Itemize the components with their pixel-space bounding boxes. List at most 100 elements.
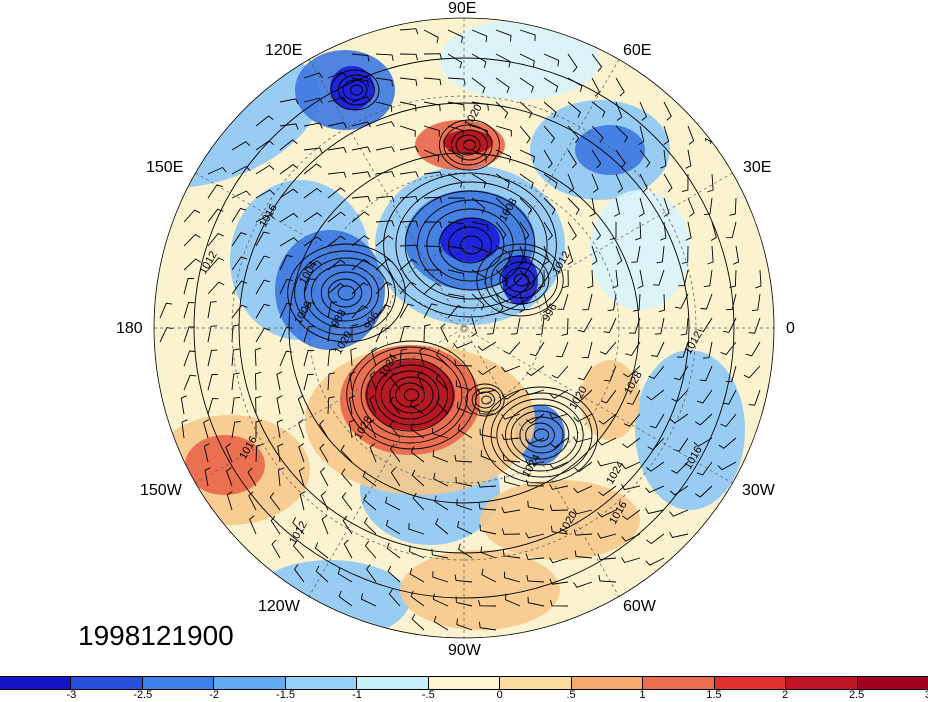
wind-barb xyxy=(159,326,173,343)
isobar xyxy=(519,416,564,454)
wind-barb xyxy=(681,173,689,193)
wind-barb xyxy=(255,213,275,223)
wind-barb xyxy=(399,28,419,35)
wind-barb xyxy=(207,208,224,223)
isobar xyxy=(513,273,530,287)
wind-barb xyxy=(481,568,497,583)
wind-barb xyxy=(385,496,401,511)
wind-barb xyxy=(495,269,509,287)
wind-barb xyxy=(720,341,737,356)
wind-barb xyxy=(699,365,713,382)
colorbar xyxy=(0,676,928,690)
colorbar-swatch xyxy=(428,677,501,689)
wind-barb xyxy=(471,125,488,137)
wind-barb xyxy=(456,498,473,511)
isobar xyxy=(443,124,493,166)
wind-barb xyxy=(432,450,449,463)
wind-barb xyxy=(399,146,419,153)
wind-barb xyxy=(646,461,665,472)
wind-barb xyxy=(297,395,305,415)
isobar xyxy=(380,370,440,420)
wind-barb xyxy=(495,77,510,94)
wind-barb xyxy=(435,518,449,535)
wind-barb xyxy=(748,389,761,406)
wind-barb xyxy=(298,467,305,487)
wind-barb xyxy=(386,542,401,559)
wind-barb xyxy=(648,365,665,380)
wind-barb xyxy=(577,365,593,381)
wind-barb xyxy=(412,492,425,511)
wind-barb xyxy=(478,621,497,631)
wind-barb xyxy=(501,365,521,373)
wind-barb xyxy=(607,293,617,312)
wind-barb xyxy=(207,398,219,415)
wind-barb xyxy=(631,245,641,263)
colorbar-tick-label: 0 xyxy=(496,689,503,701)
anomaly-region xyxy=(443,130,493,154)
wind-barb xyxy=(419,347,426,367)
wind-barb xyxy=(645,485,665,493)
wind-barb xyxy=(567,53,578,73)
wind-barb xyxy=(504,571,521,583)
wind-barb xyxy=(471,149,488,163)
wind-barb xyxy=(525,437,545,445)
colorbar-swatch xyxy=(714,677,787,689)
colorbar-swatch xyxy=(643,677,715,689)
wind-barb xyxy=(591,245,598,265)
wind-barb xyxy=(720,413,737,428)
wind-barb xyxy=(456,401,473,415)
wind-barb xyxy=(292,540,305,559)
wind-barb xyxy=(624,413,641,427)
wind-barb xyxy=(327,235,346,247)
wind-barb xyxy=(399,77,418,86)
wind-barb xyxy=(349,371,356,391)
wind-barb xyxy=(471,77,486,94)
wind-barb xyxy=(343,539,353,559)
wind-barb xyxy=(573,581,593,588)
colorbar-swatch xyxy=(0,677,72,689)
wind-barb xyxy=(495,245,511,260)
isobar xyxy=(460,235,483,255)
wind-barb xyxy=(249,515,257,535)
wind-barb xyxy=(527,500,545,511)
wind-barb xyxy=(519,197,532,215)
wind-barb xyxy=(423,196,443,204)
wind-barb xyxy=(471,173,487,189)
isobar xyxy=(404,190,536,300)
wind-barb xyxy=(270,515,281,535)
wind-barb xyxy=(549,578,569,585)
wind-barb xyxy=(725,365,737,382)
wind-barb xyxy=(573,508,593,515)
wind-barb xyxy=(292,517,305,535)
latitude-circle xyxy=(385,249,543,407)
wind-barb xyxy=(479,524,497,535)
wind-barb xyxy=(183,326,196,343)
contour-value-label: 1012 xyxy=(702,119,725,146)
wind-barb xyxy=(647,437,665,451)
wind-barb xyxy=(621,557,641,564)
wind-barb xyxy=(751,293,761,312)
wind-barb xyxy=(375,121,395,127)
anomaly-region xyxy=(275,230,385,350)
wind-barb xyxy=(447,173,463,188)
isobar xyxy=(383,172,557,318)
wind-barb xyxy=(375,146,395,153)
wind-barb xyxy=(495,293,504,313)
wind-barb xyxy=(615,77,625,97)
wind-barb xyxy=(660,221,667,241)
wind-barb xyxy=(231,304,248,319)
colorbar-tick-label: -1 xyxy=(352,689,362,701)
wind-barb xyxy=(255,303,271,319)
wind-barb xyxy=(411,469,425,487)
colorbar-tick-label: 2.5 xyxy=(848,689,865,701)
wind-barb xyxy=(710,221,717,241)
wind-barb xyxy=(703,197,713,216)
wind-barb xyxy=(543,77,559,93)
meridian-line xyxy=(308,59,620,597)
wind-barb xyxy=(519,101,533,119)
wind-barb xyxy=(726,221,737,239)
wind-barb xyxy=(369,419,377,439)
anomaly-region xyxy=(580,360,640,440)
wind-barb xyxy=(423,101,441,112)
wind-barb xyxy=(423,324,431,343)
